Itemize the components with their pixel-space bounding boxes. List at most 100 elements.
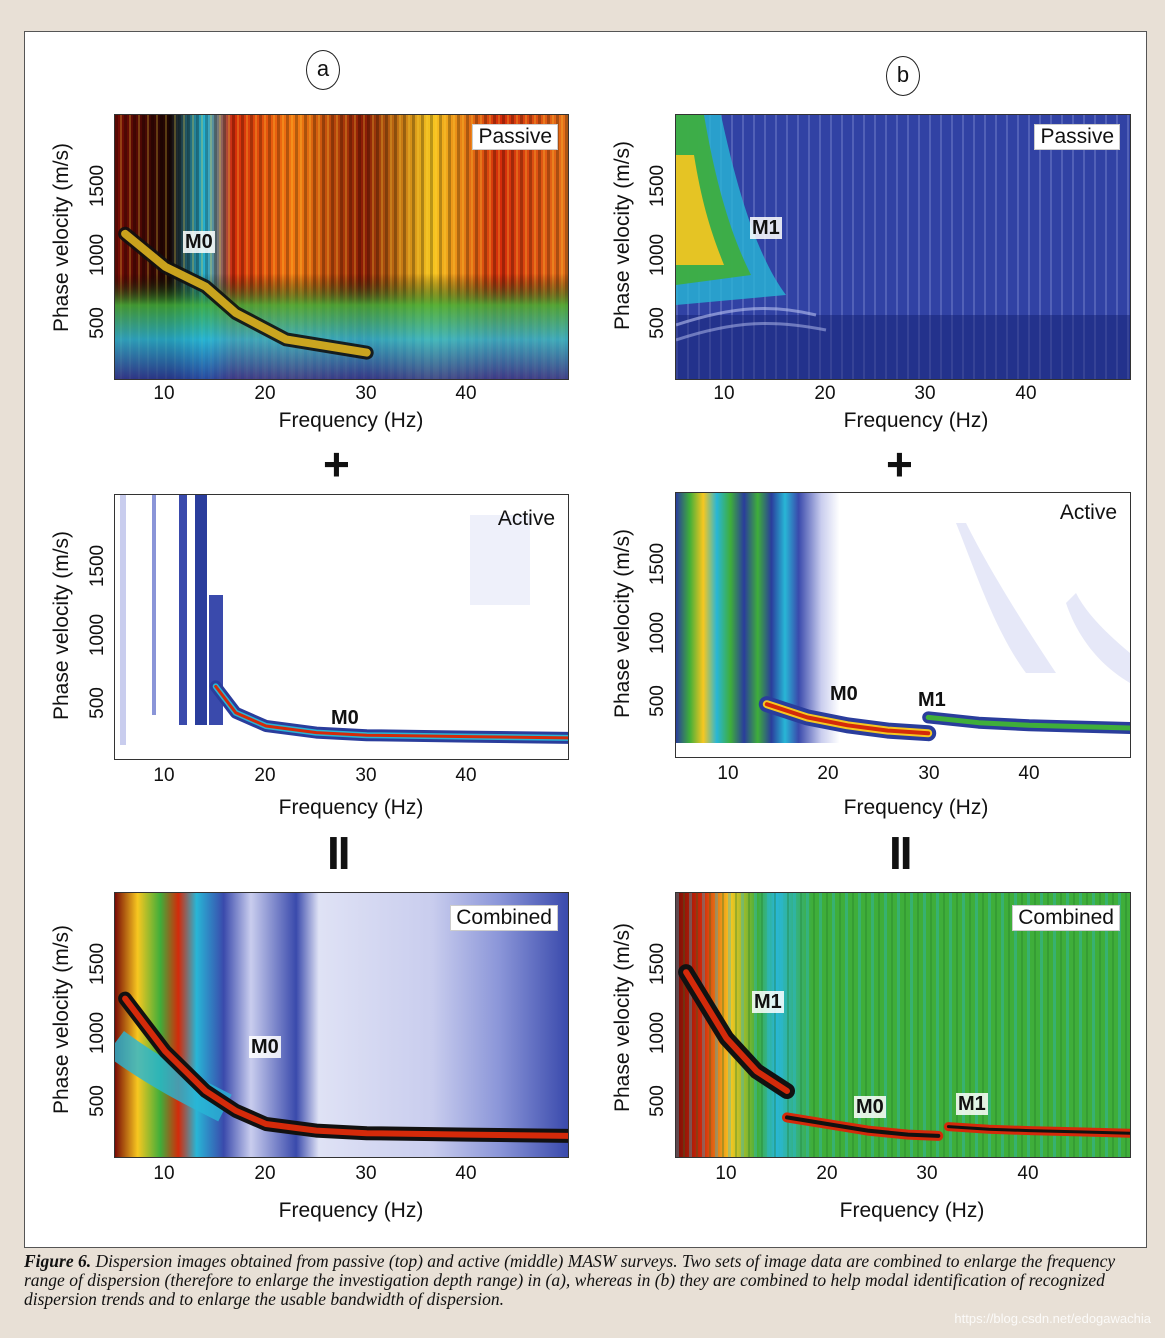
y-tick: 500 (87, 1085, 108, 1117)
caption-text: Dispersion images obtained from passive … (24, 1251, 1116, 1309)
mode-curve-m1 (946, 1125, 1130, 1135)
x-tick: 30 (355, 765, 377, 786)
x-tick: 20 (814, 383, 836, 404)
panel-a-passive: Passive M0 (114, 114, 569, 380)
heatmap-b-combined (676, 893, 1130, 1157)
x-tick: 40 (1015, 383, 1037, 404)
mode-label-m1: M1 (918, 689, 946, 711)
x-tick: 20 (816, 1163, 838, 1184)
y-tick: 1000 (87, 613, 108, 657)
x-tick: 10 (713, 383, 735, 404)
mode-label-m1: M1 (752, 991, 784, 1013)
mode-curve-m0 (785, 1115, 941, 1138)
y-axis-label: Phase velocity (m/s) (50, 924, 73, 1114)
x-axis-label: Frequency (Hz) (839, 1199, 985, 1222)
x-axis-label: Frequency (Hz) (843, 796, 989, 819)
x-tick: 10 (153, 1163, 175, 1184)
y-tick: 1000 (87, 1011, 108, 1055)
y-tick: 1500 (87, 164, 108, 208)
heatmap-a-passive (115, 115, 568, 379)
x-tick: 20 (817, 763, 839, 784)
heatmap-b-passive (676, 115, 1130, 379)
panel-tag: Active (497, 507, 555, 530)
y-tick: 1000 (647, 233, 668, 277)
mode-curve-m0 (214, 684, 568, 740)
y-axis-label: Phase velocity (m/s) (50, 142, 73, 332)
y-tick: 1500 (647, 542, 668, 586)
x-axis-label: Frequency (Hz) (278, 796, 424, 819)
y-tick: 1000 (647, 611, 668, 655)
x-axis-label: Frequency (Hz) (278, 1199, 424, 1222)
equals-operator: II (889, 827, 913, 879)
panel-tag: Passive (472, 124, 558, 150)
heatmap-a-active (120, 495, 568, 745)
heatmap-b-active (676, 493, 1130, 743)
x-tick: 40 (455, 383, 477, 404)
x-axis-label: Frequency (Hz) (843, 409, 989, 432)
mode-curve-m0 (764, 702, 931, 736)
panel-a-active: Active M0 (114, 494, 569, 760)
x-tick: 40 (455, 1163, 477, 1184)
equals-operator: II (327, 827, 351, 879)
x-axis-label: Frequency (Hz) (278, 409, 424, 432)
panel-tag: Passive (1034, 124, 1120, 150)
y-tick: 500 (647, 1085, 668, 1117)
x-tick: 30 (914, 383, 936, 404)
column-label-a: a (306, 50, 340, 90)
x-tick: 10 (717, 763, 739, 784)
y-tick: 1500 (87, 544, 108, 588)
y-tick: 1500 (87, 942, 108, 986)
y-tick: 500 (87, 307, 108, 339)
mode-label-m1-second: M1 (956, 1093, 988, 1115)
panel-a-combined: Combined M0 (114, 892, 569, 1158)
mode-curve-m1 (925, 714, 1130, 731)
x-tick: 20 (254, 1163, 276, 1184)
plus-operator: + (886, 438, 913, 490)
panel-tag: Combined (450, 905, 558, 931)
mode-label-m0: M0 (830, 683, 858, 705)
x-tick: 10 (153, 383, 175, 404)
mode-label-m0: M0 (331, 707, 359, 729)
panel-tag: Active (1059, 501, 1117, 524)
column-label-b: b (886, 56, 920, 96)
x-tick: 30 (355, 1163, 377, 1184)
watermark: https://blog.csdn.net/edogawachia (954, 1311, 1151, 1326)
mode-label-m0: M0 (249, 1036, 281, 1058)
mode-curve-m0 (121, 229, 371, 357)
y-tick: 500 (647, 307, 668, 339)
mode-label-m1: M1 (750, 217, 782, 239)
x-tick: 30 (916, 1163, 938, 1184)
x-tick: 20 (254, 765, 276, 786)
x-tick: 10 (715, 1163, 737, 1184)
caption-label: Figure 6. (24, 1251, 92, 1271)
panel-b-passive: Passive M1 (675, 114, 1131, 380)
x-tick: 40 (1018, 763, 1040, 784)
y-tick: 1500 (647, 164, 668, 208)
mode-label-m0: M0 (854, 1096, 886, 1118)
figure-caption: Figure 6. Dispersion images obtained fro… (24, 1252, 1144, 1309)
y-tick: 1000 (87, 233, 108, 277)
panel-b-combined: Combined M1 M0 M1 (675, 892, 1131, 1158)
x-tick: 10 (153, 765, 175, 786)
y-tick: 1500 (647, 942, 668, 986)
y-axis-label: Phase velocity (m/s) (50, 530, 73, 720)
y-tick: 1000 (647, 1011, 668, 1055)
x-tick: 30 (918, 763, 940, 784)
x-tick: 30 (355, 383, 377, 404)
x-tick: 40 (1017, 1163, 1039, 1184)
plus-operator: + (323, 438, 350, 490)
mode-curve-m0 (209, 680, 568, 744)
mode-label-m0: M0 (183, 231, 215, 253)
panel-b-active: Active M0 M1 (675, 492, 1131, 758)
mode-curve-m1 (683, 969, 790, 1094)
y-axis-label: Phase velocity (m/s) (611, 922, 634, 1112)
y-axis-label: Phase velocity (m/s) (611, 528, 634, 718)
mode-curve-m0 (122, 995, 568, 1139)
heatmap-a-combined (115, 893, 568, 1157)
x-tick: 40 (455, 765, 477, 786)
y-tick: 500 (647, 685, 668, 717)
y-tick: 500 (87, 687, 108, 719)
x-tick: 20 (254, 383, 276, 404)
panel-tag: Combined (1012, 905, 1120, 931)
y-axis-label: Phase velocity (m/s) (611, 140, 634, 330)
